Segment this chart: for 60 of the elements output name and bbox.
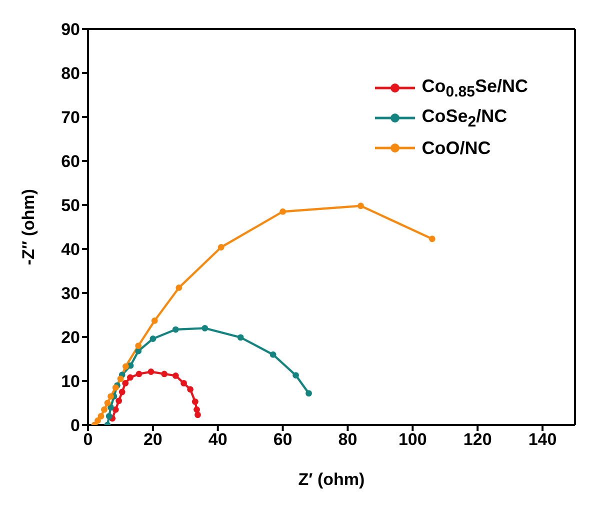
point [122,380,129,386]
point [94,417,101,424]
point [218,244,224,250]
point [101,406,108,413]
legend-label: CoO/NC [422,138,491,158]
point [135,342,142,349]
y-tick-label: 0 [70,416,80,436]
y-tick-label: 50 [61,196,80,216]
point [151,318,158,324]
point [172,372,179,379]
x-tick-label: 100 [398,430,427,450]
point [202,325,208,332]
x-tick-label: 20 [143,430,162,450]
point [117,376,124,382]
x-tick-label: 60 [273,430,292,450]
point [194,406,200,413]
x-tick-label: 0 [83,430,93,450]
point [135,348,142,354]
point [104,400,111,406]
y-tick-label: 90 [61,20,80,40]
point [192,398,198,405]
y-tick-label: 20 [61,328,80,348]
point [118,388,126,396]
point [358,202,364,210]
y-tick-label: 80 [61,64,80,84]
x-axis-title: Z′ (ohm) [298,470,365,489]
x-tick-label: 140 [528,430,557,450]
point [194,412,201,418]
point [306,390,312,397]
point [187,386,194,393]
point [108,404,114,411]
y-tick-label: 40 [61,240,80,260]
point [180,380,187,386]
legend-label: CoSe$_{2}$/NC [422,106,508,130]
x-tick-label: 120 [463,430,492,450]
point [127,374,134,381]
point [280,208,286,215]
point [116,398,122,404]
point [106,413,112,420]
y-tick-label: 30 [61,284,80,304]
point [98,413,104,420]
point [428,236,436,242]
y-tick-label: 70 [61,108,80,128]
legend-label: Co$_{0.85}$Se/NC [422,76,528,100]
point [270,351,276,358]
point [176,284,182,291]
y-tick-label: 10 [61,372,80,392]
point [150,336,156,342]
point [161,370,168,378]
y-tick-label: 60 [61,152,80,172]
x-tick-label: 80 [338,430,358,450]
x-tick-label: 40 [208,430,228,450]
point [292,372,299,378]
y-axis-title: -Z″ (ohm) [19,188,38,266]
point [148,368,154,375]
point [108,393,114,400]
point [237,334,244,341]
point [172,326,179,333]
point [136,370,142,378]
point [122,363,129,370]
